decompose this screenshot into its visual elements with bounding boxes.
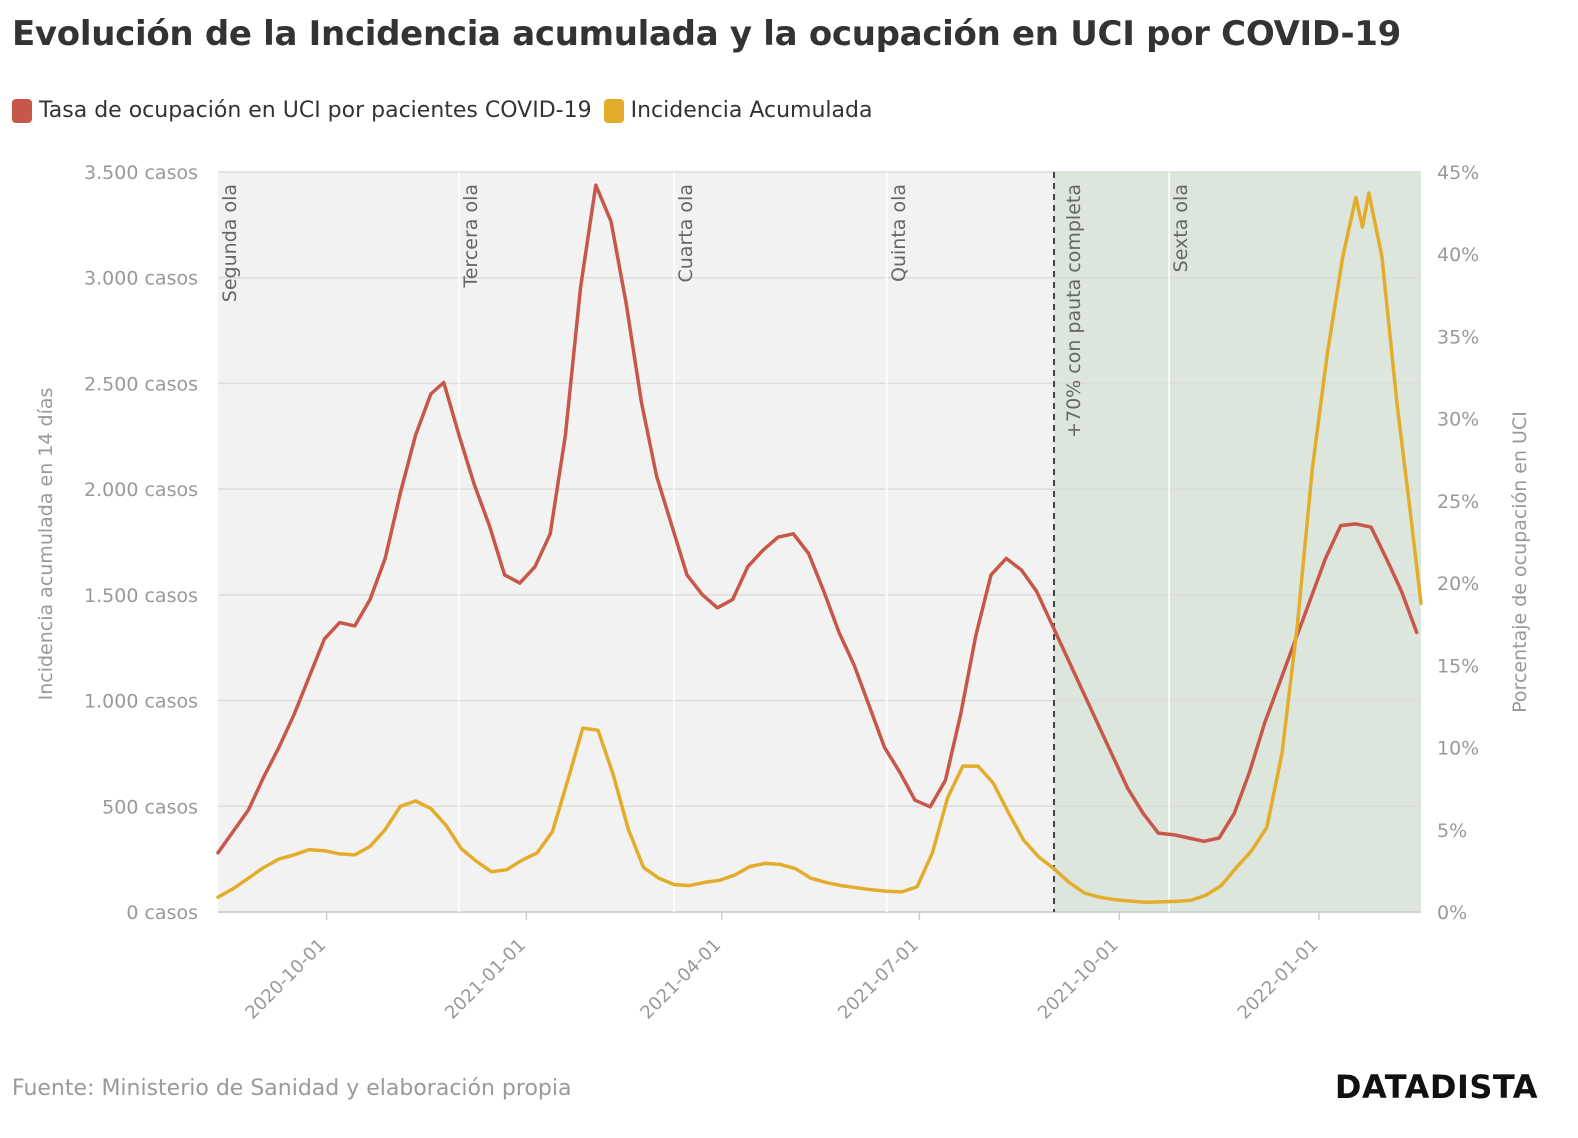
x-tick-label: 2022-01-01	[1234, 935, 1323, 1024]
y-left-tick-label: 1.000 casos	[84, 691, 198, 713]
legend-item-incidencia[interactable]: Incidencia Acumulada	[603, 98, 873, 123]
y-left-tick-label: 3.000 casos	[84, 268, 198, 290]
y-right-tick-label: 5%	[1437, 820, 1467, 842]
wave-label: Cuarta ola	[675, 184, 697, 282]
source-note: Fuente: Ministerio de Sanidad y elaborac…	[12, 1076, 572, 1101]
vaccination-threshold-label: +70% con pauta completa	[1063, 184, 1085, 438]
x-tick-label: 2021-10-01	[1034, 935, 1123, 1024]
y-right-tick-label: 0%	[1437, 902, 1467, 924]
y-left-tick-label: 1.500 casos	[84, 585, 198, 607]
y-right-tick-label: 10%	[1437, 738, 1479, 760]
y-right-tick-label: 45%	[1437, 162, 1479, 184]
wave-label: Tercera ola	[460, 184, 482, 289]
x-tick-label: 2021-07-01	[834, 935, 923, 1024]
y-left-tick-label: 500 casos	[102, 796, 198, 818]
y-left-tick-label: 0 casos	[126, 902, 198, 924]
y-right-tick-label: 40%	[1437, 244, 1479, 266]
x-tick-label: 2021-04-01	[636, 935, 725, 1024]
series-line-incidencia	[216, 191, 1423, 905]
legend-swatch-uci	[12, 98, 32, 123]
y-left-axis-title: Incidencia acumulada en 14 días	[35, 388, 57, 701]
y-right-tick-label: 35%	[1437, 326, 1479, 348]
y-left-tick-label: 3.500 casos	[84, 162, 198, 184]
y-right-tick-label: 20%	[1437, 573, 1479, 595]
x-tick-label: 2020-10-01	[241, 935, 330, 1024]
chart-legend: Tasa de ocupación en UCI por pacientes C…	[12, 98, 872, 123]
wave-label: Segunda ola	[219, 184, 241, 302]
brand-logo: DATADISTA	[1334, 1068, 1538, 1106]
series-line-uci	[216, 183, 1419, 855]
y-right-tick-label: 30%	[1437, 409, 1479, 431]
y-left-tick-label: 2.000 casos	[84, 479, 198, 501]
y-right-tick-label: 15%	[1437, 655, 1479, 677]
legend-swatch-incidencia	[603, 98, 624, 123]
chart-title: Evolución de la Incidencia acumulada y l…	[12, 14, 1401, 54]
y-right-tick-label: 25%	[1437, 491, 1479, 513]
wave-label: Sexta ola	[1170, 184, 1192, 272]
legend-label-uci: Tasa de ocupación en UCI por pacientes C…	[39, 98, 592, 123]
y-left-tick-label: 2.500 casos	[84, 373, 198, 395]
vaccination-shaded-region	[1054, 172, 1421, 912]
y-right-axis-title: Porcentaje de ocupación en UCI	[1509, 411, 1531, 713]
legend-label-incidencia: Incidencia Acumulada	[630, 98, 873, 123]
legend-item-uci[interactable]: Tasa de ocupación en UCI por pacientes C…	[12, 98, 592, 123]
wave-label: Quinta ola	[888, 184, 910, 282]
x-tick-label: 2021-01-01	[441, 935, 530, 1024]
